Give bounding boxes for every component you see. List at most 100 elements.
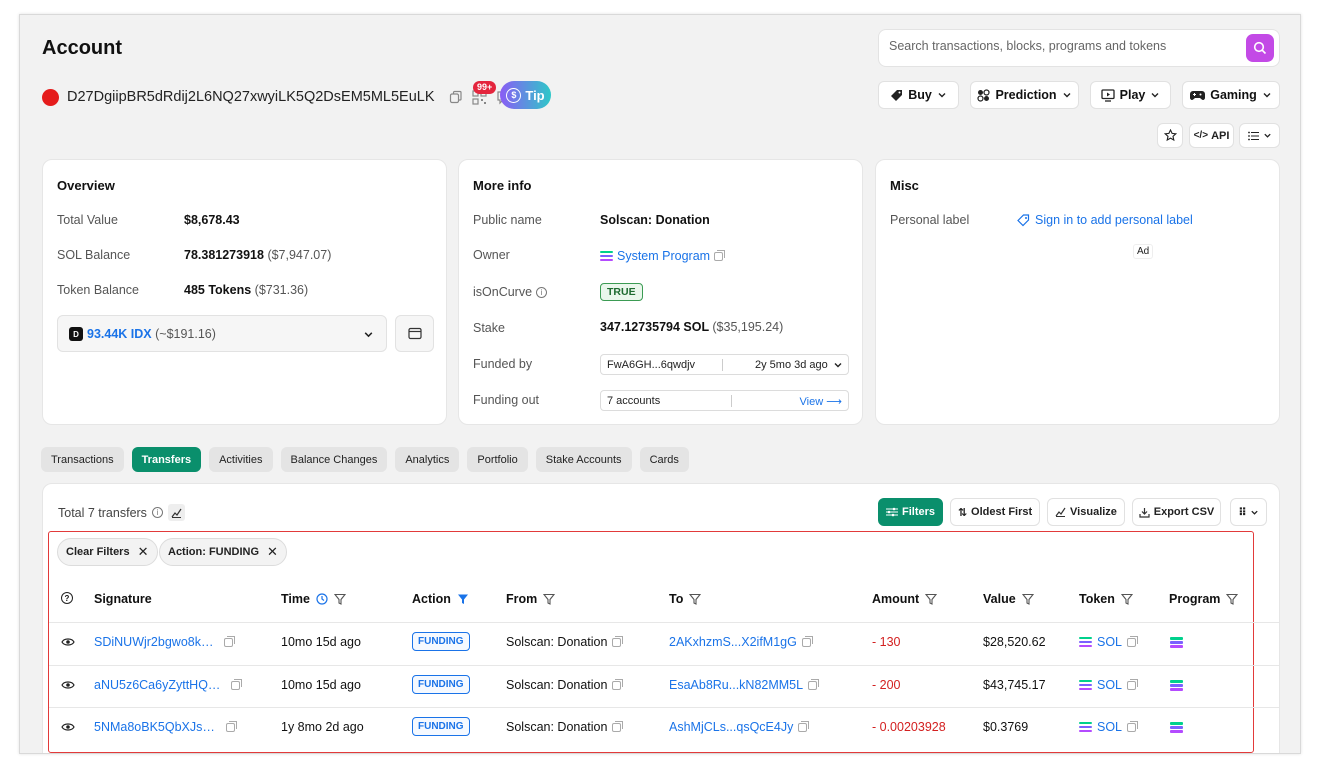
- copy-icon[interactable]: [612, 678, 624, 690]
- tip-button[interactable]: $ Tip: [500, 81, 551, 109]
- info-icon: i: [151, 507, 163, 518]
- copy-icon[interactable]: [612, 635, 624, 647]
- copy-icon[interactable]: [224, 635, 236, 647]
- chart-icon[interactable]: [167, 504, 185, 521]
- play-menu-button[interactable]: Play: [1090, 81, 1171, 109]
- tab-stake-accounts[interactable]: Stake Accounts: [535, 447, 632, 472]
- app-window: Account D27DgiipBR5dRdij2L6NQ27xwyiLK5Q2…: [19, 14, 1301, 754]
- signature-cell[interactable]: SDiNUWjr2bgwo8k…: [94, 635, 236, 649]
- copy-icon[interactable]: [1127, 720, 1139, 732]
- close-icon[interactable]: ✕: [267, 544, 278, 559]
- search-input[interactable]: [889, 39, 1229, 53]
- help-icon[interactable]: ?: [61, 592, 73, 604]
- filter-active-icon[interactable]: [457, 593, 469, 605]
- copy-address-icon[interactable]: [447, 88, 465, 106]
- token-select[interactable]: D 93.44K IDX (~$191.16): [57, 315, 387, 352]
- funded-by-label: Funded by: [473, 357, 533, 371]
- tab-cards[interactable]: Cards: [639, 447, 689, 472]
- time-cell: 1y 8mo 2d ago: [281, 720, 364, 734]
- copy-icon[interactable]: [1127, 678, 1139, 690]
- from-value[interactable]: Solscan: Donation: [506, 678, 608, 692]
- copy-icon[interactable]: [798, 720, 810, 732]
- from-value[interactable]: Solscan: Donation: [506, 720, 608, 734]
- export-csv-button[interactable]: Export CSV: [1132, 498, 1221, 526]
- solana-program-icon[interactable]: [1170, 680, 1183, 691]
- token-link[interactable]: SOL: [1097, 635, 1123, 649]
- filter-icon[interactable]: [1021, 593, 1034, 605]
- funding-out-view-link[interactable]: View ⟶: [799, 396, 842, 408]
- buy-label: Buy: [908, 88, 932, 102]
- amount-cell: - 130: [872, 635, 901, 649]
- filters-button[interactable]: Filters: [878, 498, 943, 526]
- eye-icon[interactable]: [61, 637, 75, 647]
- filter-icon[interactable]: [1226, 593, 1239, 605]
- copy-icon[interactable]: [231, 678, 243, 690]
- tab-transfers[interactable]: Transfers: [131, 447, 202, 472]
- copy-icon[interactable]: [808, 678, 820, 690]
- funded-by-box[interactable]: FwA6GH...6qwdjv 2y 5mo 3d ago: [600, 354, 849, 375]
- signature-link[interactable]: SDiNUWjr2bgwo8k…: [94, 635, 214, 649]
- column-options-button[interactable]: ⠿: [1230, 498, 1267, 526]
- copy-icon[interactable]: [714, 249, 726, 261]
- add-personal-label-link[interactable]: Sign in to add personal label: [1017, 213, 1193, 227]
- copy-icon[interactable]: [612, 720, 624, 732]
- tab-balance-changes[interactable]: Balance Changes: [280, 447, 388, 472]
- filter-icon[interactable]: [689, 593, 702, 605]
- signature-cell[interactable]: 5NMa8oBK5QbXJs…: [94, 720, 237, 734]
- clock-icon[interactable]: [316, 593, 328, 605]
- is-on-curve-label-text: isOnCurve: [473, 285, 533, 299]
- is-on-curve-label: isOnCurve i: [473, 285, 548, 299]
- overview-card: Overview Total Value $8,678.43 SOL Balan…: [42, 159, 447, 425]
- personal-label-label: Personal label: [890, 213, 970, 227]
- to-link[interactable]: EsaAb8Ru...kN82MM5L: [669, 678, 804, 692]
- signature-link[interactable]: aNU5z6Ca6yZyttHQ…: [94, 678, 221, 692]
- stake-usd: ($35,195.24): [712, 320, 784, 334]
- buy-menu-button[interactable]: Buy: [878, 81, 959, 109]
- to-link[interactable]: AshMjCLs...qsQcE4Jy: [669, 720, 794, 734]
- sort-order-button[interactable]: ⇅ Oldest First: [950, 498, 1040, 526]
- filter-icon[interactable]: [925, 593, 938, 605]
- stake-amount: 347.12735794 SOL: [600, 320, 709, 334]
- col-to-label: To: [669, 592, 684, 606]
- copy-icon[interactable]: [225, 720, 237, 732]
- signature-link[interactable]: 5NMa8oBK5QbXJs…: [94, 720, 215, 734]
- copy-icon[interactable]: [1127, 635, 1139, 647]
- solana-program-icon[interactable]: [1170, 722, 1183, 733]
- prediction-menu-button[interactable]: Prediction: [970, 81, 1079, 109]
- solana-program-icon[interactable]: [1170, 637, 1183, 648]
- api-label: API: [1211, 129, 1230, 142]
- funded-by-age: 2y 5mo 3d ago: [755, 359, 828, 371]
- copy-icon[interactable]: [801, 635, 813, 647]
- sol-balance-label: SOL Balance: [57, 248, 131, 262]
- gaming-menu-button[interactable]: Gaming: [1182, 81, 1280, 109]
- tab-activities[interactable]: Activities: [209, 447, 273, 472]
- token-link[interactable]: SOL: [1097, 678, 1123, 692]
- tab-transactions[interactable]: Transactions: [41, 447, 124, 472]
- visualize-button[interactable]: Visualize: [1047, 498, 1125, 526]
- chevron-down-icon: [1263, 93, 1271, 98]
- eye-icon[interactable]: [61, 680, 75, 690]
- filter-icon[interactable]: [543, 593, 556, 605]
- tab-analytics[interactable]: Analytics: [395, 447, 460, 472]
- filter-icon[interactable]: [333, 593, 346, 605]
- tab-portfolio[interactable]: Portfolio: [467, 447, 528, 472]
- portfolio-button[interactable]: [395, 315, 434, 352]
- api-button[interactable]: </> API: [1189, 123, 1234, 148]
- search-button[interactable]: [1246, 34, 1274, 62]
- token-link[interactable]: SOL: [1097, 720, 1123, 734]
- action-filter-chip[interactable]: Action: FUNDING ✕: [159, 538, 287, 566]
- owner-link[interactable]: System Program: [600, 249, 726, 263]
- from-value[interactable]: Solscan: Donation: [506, 635, 608, 649]
- close-icon[interactable]: ✕: [137, 544, 149, 559]
- token-select-amount: 93.44K IDX: [87, 327, 152, 341]
- sol-balance: 78.381273918 ($7,947.07): [184, 248, 331, 262]
- export-csv-label: Export CSV: [1153, 506, 1215, 518]
- filter-icon[interactable]: [1120, 593, 1133, 605]
- list-view-button[interactable]: [1239, 123, 1280, 148]
- favorite-button[interactable]: [1157, 123, 1183, 148]
- eye-icon[interactable]: [61, 722, 75, 732]
- clear-filters-chip[interactable]: Clear Filters ✕: [57, 538, 158, 566]
- chevron-down-icon: [1063, 93, 1071, 98]
- signature-cell[interactable]: aNU5z6Ca6yZyttHQ…: [94, 678, 243, 692]
- to-link[interactable]: 2AKxhzmS...X2ifM1gG: [669, 635, 797, 649]
